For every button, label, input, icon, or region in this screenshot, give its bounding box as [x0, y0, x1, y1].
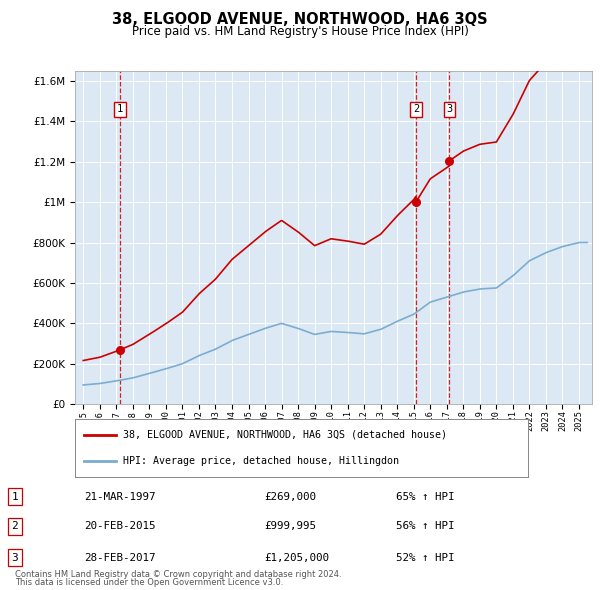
- Text: This data is licensed under the Open Government Licence v3.0.: This data is licensed under the Open Gov…: [15, 578, 283, 587]
- Text: 65% ↑ HPI: 65% ↑ HPI: [396, 492, 455, 502]
- Text: 1: 1: [117, 104, 123, 114]
- Text: 1: 1: [11, 492, 19, 502]
- Text: 20-FEB-2015: 20-FEB-2015: [84, 522, 155, 531]
- Text: 2: 2: [11, 522, 19, 531]
- Text: 38, ELGOOD AVENUE, NORTHWOOD, HA6 3QS: 38, ELGOOD AVENUE, NORTHWOOD, HA6 3QS: [112, 12, 488, 27]
- Text: 3: 3: [11, 553, 19, 562]
- Text: HPI: Average price, detached house, Hillingdon: HPI: Average price, detached house, Hill…: [122, 456, 398, 466]
- Text: 2: 2: [413, 104, 419, 114]
- Text: 52% ↑ HPI: 52% ↑ HPI: [396, 553, 455, 562]
- Text: £269,000: £269,000: [264, 492, 316, 502]
- Text: Contains HM Land Registry data © Crown copyright and database right 2024.: Contains HM Land Registry data © Crown c…: [15, 570, 341, 579]
- Text: 21-MAR-1997: 21-MAR-1997: [84, 492, 155, 502]
- Text: 56% ↑ HPI: 56% ↑ HPI: [396, 522, 455, 531]
- Text: £999,995: £999,995: [264, 522, 316, 531]
- Text: 3: 3: [446, 104, 452, 114]
- Text: 28-FEB-2017: 28-FEB-2017: [84, 553, 155, 562]
- Text: Price paid vs. HM Land Registry's House Price Index (HPI): Price paid vs. HM Land Registry's House …: [131, 25, 469, 38]
- Text: £1,205,000: £1,205,000: [264, 553, 329, 562]
- Text: 38, ELGOOD AVENUE, NORTHWOOD, HA6 3QS (detached house): 38, ELGOOD AVENUE, NORTHWOOD, HA6 3QS (d…: [122, 430, 446, 440]
